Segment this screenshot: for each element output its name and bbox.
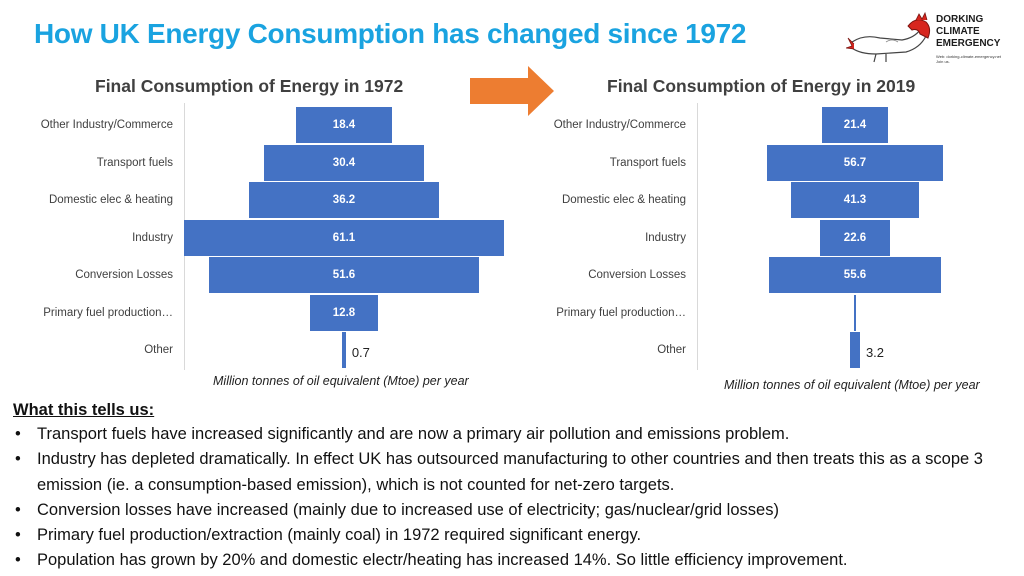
chart-2019-category-label: Conversion Losses — [588, 269, 686, 281]
chart-2019-category-label: Domestic elec & heating — [561, 194, 686, 206]
chart-1972-category-label: Domestic elec & heating — [48, 194, 173, 206]
dorking-climate-emergency-logo: DORKING CLIMATE EMERGENCY Web: dorking-c… — [845, 8, 1022, 68]
logo-line-1: DORKING — [936, 14, 984, 25]
chart-2019-value-label: 22.6 — [843, 231, 867, 244]
chart-1972-value-label: 0.7 — [351, 345, 370, 360]
chart-2019-category-label: Industry — [645, 231, 686, 244]
chart-2019-bar — [767, 144, 943, 181]
chart-2019-category-label: Other — [657, 344, 686, 356]
chart-1972-bar — [249, 182, 439, 218]
chart-1972-value-label: 36.2 — [332, 194, 356, 206]
note-bullet: Conversion losses have increased (mainly… — [13, 498, 1018, 524]
chart-1972-category-label: Conversion Losses — [75, 269, 173, 281]
chart-2019-units-label: Million tonnes of oil equivalent (Mtoe) … — [724, 378, 980, 392]
chart-2019-value-label: 56.7 — [843, 156, 867, 169]
chart-2019-bar — [768, 257, 942, 293]
chart-1972-bar — [310, 294, 378, 331]
chart-2019-axis-line — [697, 103, 698, 370]
chart-1972-category-label: Primary fuel production… — [43, 306, 173, 319]
chart-2019-value-label: 55.6 — [843, 269, 867, 281]
chart-1972-bar — [295, 107, 393, 143]
chart-2019-bar — [850, 332, 860, 368]
chart-1972-value-label: 18.4 — [332, 119, 356, 131]
logo-web-text: Web: dorking-climate-emergency.net — [936, 54, 1001, 59]
right-arrow-icon — [470, 66, 554, 116]
chart-1972-bar — [184, 219, 504, 256]
chart-2019-bar — [821, 107, 889, 143]
logo-line-3: EMERGENCY — [936, 38, 1001, 49]
notes-list: Transport fuels have increased significa… — [13, 422, 1018, 574]
chart-2019-value-label: 41.3 — [843, 194, 867, 206]
chart-1972-bar — [264, 144, 424, 181]
chart-2019-bar — [819, 219, 891, 256]
chart-2019-value-label: 3.2 — [865, 345, 885, 360]
note-bullet: Primary fuel production/extraction (main… — [13, 523, 1018, 549]
chart-2019-title: Final Consumption of Energy in 2019 — [607, 76, 916, 96]
chart-2019-category-label: Transport fuels — [609, 156, 686, 169]
chart-2019-value-label: 21.4 — [843, 119, 867, 131]
page-title: How UK Energy Consumption has changed si… — [34, 18, 747, 49]
note-bullet: Population has grown by 20% and domestic… — [13, 548, 1018, 574]
note-bullet: Transport fuels have increased significa… — [13, 422, 1018, 448]
notes-heading: What this tells us: — [13, 401, 155, 419]
notes-section: What this tells us: Transport fuels have… — [13, 398, 1018, 574]
chart-2019-bar — [854, 294, 856, 331]
note-bullet: Industry has depleted dramatically. In e… — [13, 447, 1018, 498]
chart-2019-category-label: Primary fuel production… — [556, 306, 686, 319]
rooster-icon — [845, 11, 931, 63]
chart-1972-units-label: Million tonnes of oil equivalent (Mtoe) … — [213, 374, 469, 388]
chart-1972-value-label: 30.4 — [332, 156, 356, 169]
chart-1972-category-label: Industry — [132, 231, 173, 244]
chart-1972-value-label: 12.8 — [332, 306, 356, 319]
chart-1972-category-label: Other Industry/Commerce — [40, 119, 173, 131]
chart-1972-title: Final Consumption of Energy in 1972 — [95, 76, 404, 96]
chart-1972-bar — [208, 257, 480, 293]
chart-1972-category-label: Other — [144, 344, 173, 356]
chart-1972-value-label: 61.1 — [332, 231, 356, 244]
chart-2019-bar — [790, 182, 919, 218]
chart-1972-value-label: 51.6 — [332, 269, 356, 281]
logo-join-text: Join us. — [936, 59, 950, 64]
logo-line-2: CLIMATE — [936, 26, 980, 37]
chart-2019-category-label: Other Industry/Commerce — [553, 119, 686, 131]
chart-1972-category-label: Transport fuels — [96, 156, 173, 169]
chart-1972-bar — [342, 332, 346, 368]
